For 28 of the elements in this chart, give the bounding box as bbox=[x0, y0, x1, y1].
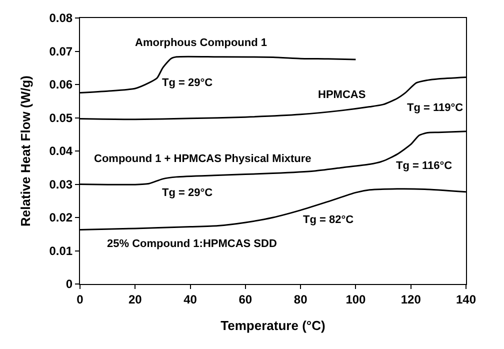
annotation: Tg = 116°C bbox=[396, 160, 452, 172]
series-label: Compound 1 + HPMCAS Physical Mixture bbox=[94, 153, 312, 165]
annotation: Tg = 82°C bbox=[303, 214, 354, 226]
x-tick-label: 80 bbox=[294, 292, 308, 306]
y-tick-label: 0.05 bbox=[49, 110, 73, 125]
annotation: Tg = 29°C bbox=[162, 77, 213, 89]
x-tick-label: 140 bbox=[456, 292, 476, 306]
y-tick-label: 0.01 bbox=[49, 244, 73, 258]
x-tick-label: 120 bbox=[400, 292, 422, 306]
y-axis-title: Relative Heat Flow (W/g) bbox=[18, 76, 34, 226]
x-tick-label: 60 bbox=[238, 292, 252, 306]
annotation: Tg = 29°C bbox=[162, 187, 213, 199]
annotation: Tg = 119°C bbox=[407, 102, 464, 114]
x-tick-label: 100 bbox=[346, 292, 366, 306]
y-tick-label: 0.04 bbox=[49, 144, 73, 158]
x-tick-label: 0 bbox=[76, 292, 84, 306]
series-label: 25% Compound 1:HPMCAS SDD bbox=[107, 238, 277, 250]
x-tick-label: 20 bbox=[128, 292, 142, 306]
series-label: HPMCAS bbox=[318, 89, 366, 101]
x-tick-label: 40 bbox=[184, 292, 198, 306]
y-tick-label: 0 bbox=[66, 277, 73, 292]
y-tick-label: 0.06 bbox=[49, 78, 73, 92]
y-tick-label: 0.08 bbox=[49, 11, 73, 26]
series-label: Amorphous Compound 1 bbox=[135, 37, 267, 49]
y-tick-label: 0.07 bbox=[49, 44, 73, 58]
y-tick-label: 0.03 bbox=[49, 177, 73, 192]
y-tick-label: 0.02 bbox=[49, 210, 73, 225]
x-axis-title: Temperature (°C) bbox=[220, 318, 326, 333]
